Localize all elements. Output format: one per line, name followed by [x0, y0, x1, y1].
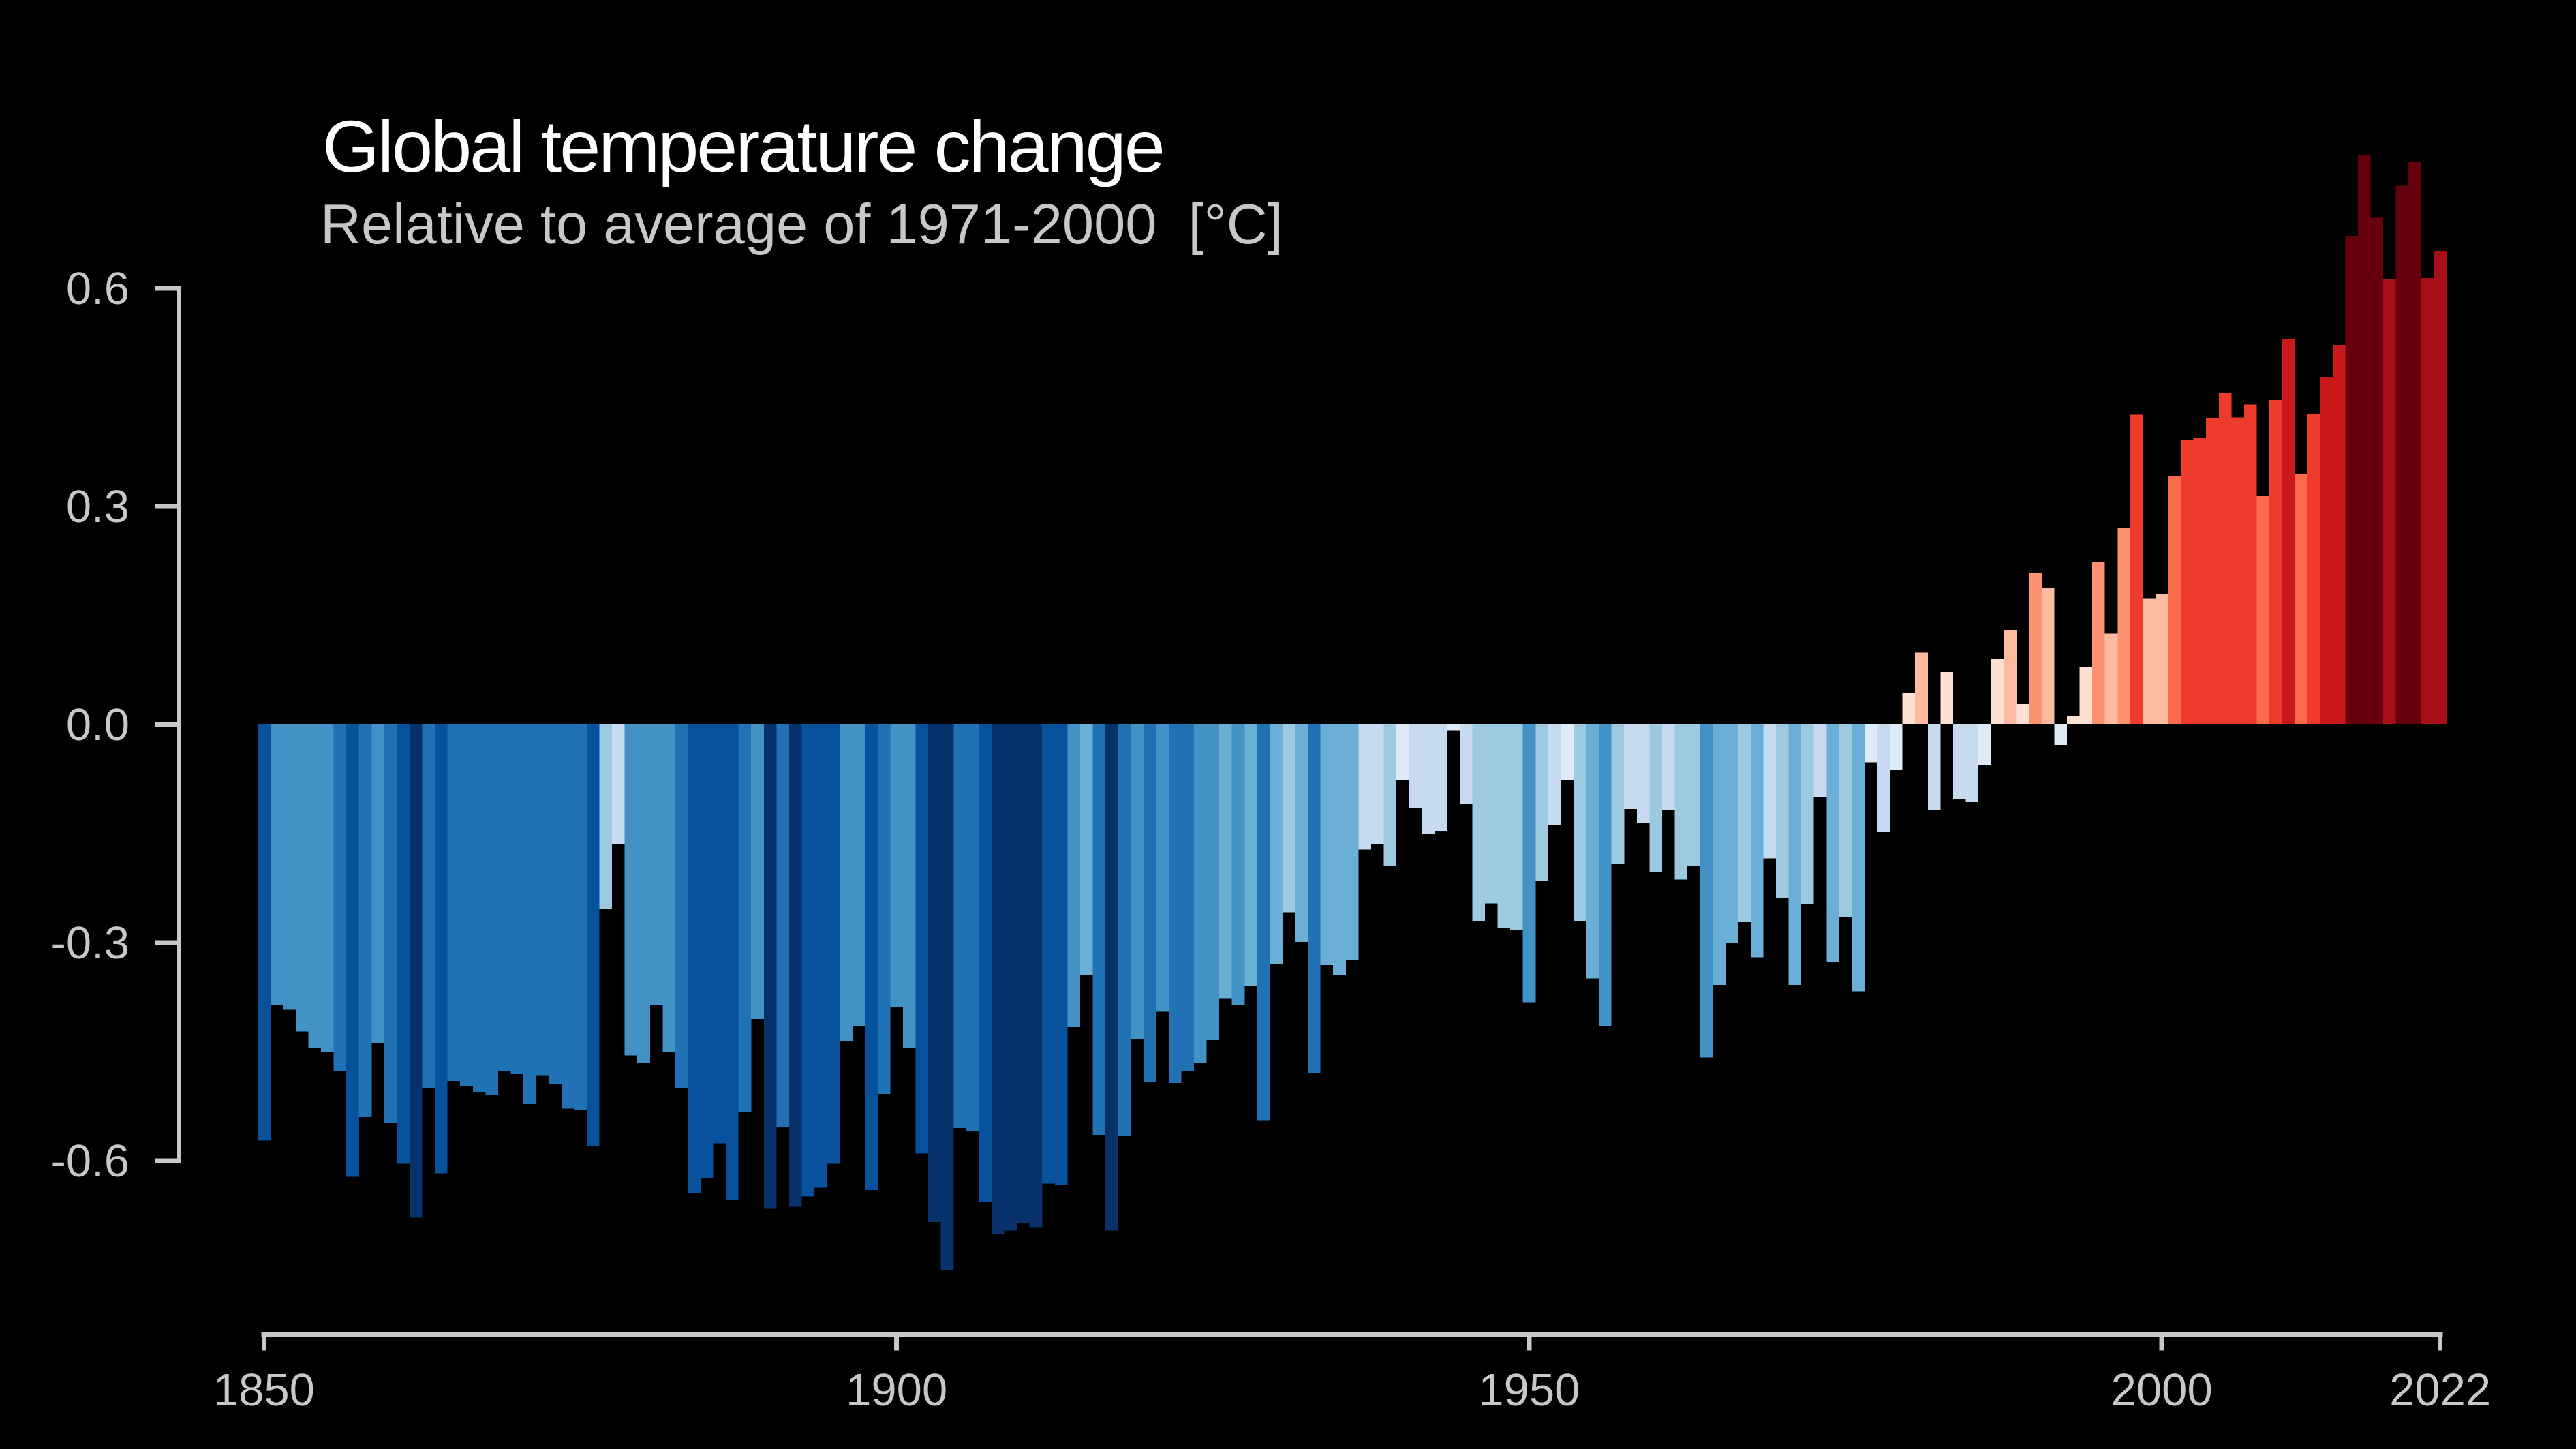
svg-text:0.3: 0.3 [66, 481, 129, 532]
svg-text:Global temperature change: Global temperature change [322, 105, 1163, 187]
svg-text:1850: 1850 [213, 1364, 315, 1416]
svg-text:2022: 2022 [2389, 1364, 2491, 1416]
svg-text:-0.6: -0.6 [51, 1135, 129, 1187]
svg-text:0.6: 0.6 [66, 263, 129, 314]
svg-text:2000: 2000 [2111, 1364, 2213, 1416]
svg-text:1900: 1900 [846, 1364, 947, 1416]
svg-text:1950: 1950 [1478, 1364, 1580, 1416]
svg-text:-0.3: -0.3 [51, 917, 129, 968]
svg-text:Relative to average of 1971-20: Relative to average of 1971-2000 [°C] [320, 192, 1283, 256]
svg-text:0.0: 0.0 [66, 699, 129, 750]
